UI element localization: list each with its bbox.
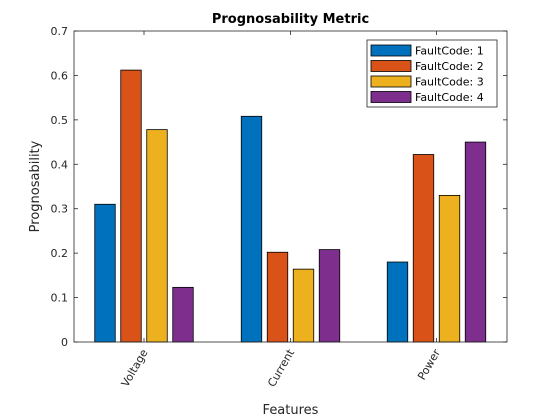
bar-current-series-3: [292, 268, 315, 343]
legend-swatch-4: [370, 91, 412, 103]
legend-swatch-3: [370, 75, 412, 88]
legend-swatch-2: [370, 60, 412, 72]
y-axis: 0 0.1 0.2 0.3 0.4 0.5 0.6 0.7: [51, 25, 507, 349]
bar-voltage-series-4: [172, 286, 194, 343]
x-tick-label-power: Power: [415, 347, 443, 383]
y-tick-label: 0.2: [51, 247, 69, 260]
bar-power-series-4: [464, 141, 487, 343]
bar-current-series-2: [266, 251, 289, 343]
bar-voltage-series-3: [146, 129, 168, 343]
bar-current-series-4: [318, 249, 341, 343]
y-tick-label: 0: [61, 336, 68, 349]
x-axis-label: Features: [263, 403, 319, 418]
x-tick-label-current: Current: [265, 346, 297, 389]
y-tick-label: 0.1: [51, 292, 69, 305]
legend-label-1: FaultCode: 1: [415, 45, 484, 58]
legend-label-2: FaultCode: 2: [415, 60, 484, 73]
legend-swatch-1: [370, 44, 412, 57]
bar-voltage-series-1: [94, 203, 116, 343]
legend: FaultCode: 1 FaultCode: 2 FaultCode: 3 Faul…: [366, 39, 498, 108]
y-tick-label: 0.4: [51, 158, 69, 171]
bar-power-series-2: [412, 154, 435, 343]
y-tick-label: 0.5: [51, 114, 69, 127]
y-tick-label: 0.6: [51, 69, 69, 82]
chart-title: Prognosability Metric: [212, 12, 369, 27]
legend-label-3: FaultCode: 3: [415, 76, 484, 89]
bar-voltage-series-2: [120, 69, 142, 343]
y-axis-label: Prognosability: [28, 140, 43, 232]
legend-label-4: FaultCode: 4: [415, 91, 484, 104]
bar-current-series-1: [240, 115, 263, 343]
bars-group: [94, 69, 487, 343]
y-tick-label: 0.3: [51, 203, 69, 216]
x-tick-label-voltage: Voltage: [119, 347, 151, 389]
y-tick-label: 0.7: [51, 25, 69, 38]
bar-power-series-1: [386, 261, 409, 343]
bar-power-series-3: [438, 194, 461, 343]
